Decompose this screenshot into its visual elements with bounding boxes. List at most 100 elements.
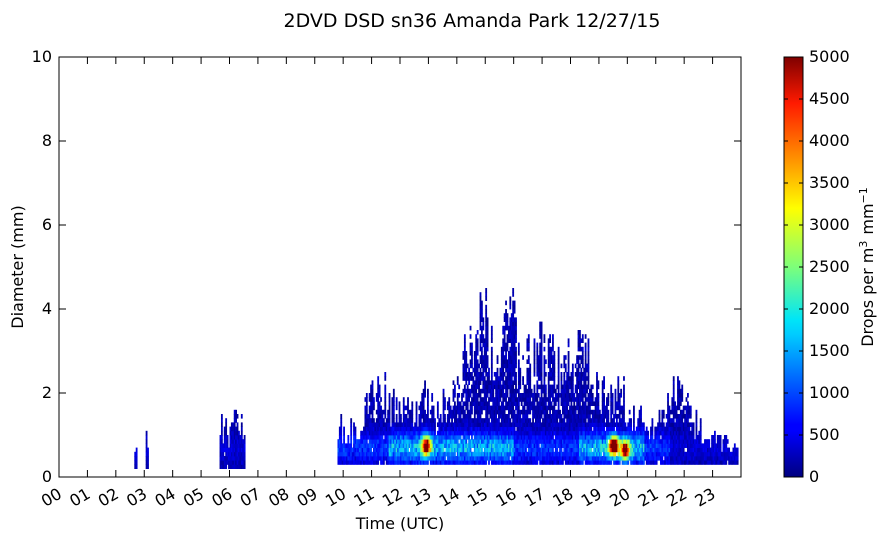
heatmap-cell — [681, 443, 684, 448]
heatmap-cell — [654, 443, 657, 448]
heatmap-cell — [233, 414, 236, 419]
heatmap-cell — [510, 447, 513, 453]
heatmap-cell — [515, 401, 517, 406]
heatmap-cell — [391, 435, 394, 440]
heatmap-cell — [476, 330, 479, 335]
heatmap-cell — [573, 414, 576, 419]
heatmap-cell — [512, 401, 515, 406]
heatmap-cell — [229, 439, 232, 444]
heatmap-cell — [375, 418, 378, 423]
heatmap-cell — [415, 422, 418, 427]
heatmap-cell — [598, 443, 601, 448]
heatmap-cell — [522, 426, 525, 432]
heatmap-cell — [547, 451, 550, 457]
heatmap-cell — [456, 405, 459, 411]
heatmap-cell — [567, 338, 570, 343]
heatmap-cell — [561, 384, 564, 390]
heatmap-cell — [691, 460, 694, 465]
heatmap-cell — [618, 435, 621, 440]
heatmap-cell — [566, 409, 569, 415]
heatmap-cell — [672, 401, 675, 406]
heatmap-cell — [607, 426, 610, 432]
heatmap-cell — [512, 288, 515, 293]
heatmap-cell — [463, 342, 466, 348]
heatmap-cell — [540, 321, 543, 327]
heatmap-cell — [584, 355, 587, 360]
heatmap-cell — [689, 405, 692, 411]
heatmap-cell — [499, 430, 502, 436]
heatmap-cell — [617, 393, 620, 398]
heatmap-cell — [233, 447, 236, 453]
heatmap-cell — [220, 414, 223, 419]
heatmap-cell — [380, 451, 382, 457]
x-tick-label: 16 — [493, 484, 520, 511]
heatmap-cell — [510, 372, 513, 377]
heatmap-cell — [580, 422, 583, 427]
heatmap-cell — [407, 430, 409, 436]
heatmap-cell — [614, 409, 617, 415]
heatmap-cell — [677, 435, 679, 440]
heatmap-cell — [377, 388, 380, 394]
heatmap-cell — [539, 401, 542, 406]
heatmap-cell — [397, 460, 399, 465]
heatmap-cell — [388, 397, 391, 402]
heatmap-cell — [452, 414, 455, 419]
heatmap-cell — [522, 439, 525, 444]
heatmap-cell — [543, 460, 546, 465]
heatmap-cell — [628, 418, 631, 423]
heatmap-cell — [235, 418, 237, 423]
heatmap-cell — [520, 426, 523, 432]
heatmap-cell — [645, 443, 648, 448]
heatmap-cell — [550, 388, 553, 394]
heatmap-cell — [614, 401, 617, 406]
heatmap-cell — [489, 435, 492, 440]
heatmap-cell — [705, 456, 708, 461]
heatmap-cell — [458, 451, 461, 457]
heatmap-cell — [364, 418, 367, 423]
heatmap-cell — [519, 380, 522, 385]
heatmap-cell — [517, 384, 520, 390]
heatmap-cell — [498, 451, 500, 457]
heatmap-cell — [576, 422, 578, 427]
heatmap-cell — [405, 460, 408, 465]
heatmap-cell — [233, 460, 236, 465]
heatmap-cell — [527, 460, 530, 465]
heatmap-cell — [610, 451, 613, 457]
heatmap-cell — [549, 388, 552, 394]
heatmap-cell — [444, 460, 446, 465]
heatmap-cell — [485, 422, 488, 427]
heatmap-cell — [714, 435, 716, 440]
heatmap-cell — [408, 443, 411, 448]
heatmap-cell — [520, 456, 523, 461]
heatmap-cell — [469, 346, 472, 352]
heatmap-cell — [711, 447, 713, 453]
heatmap-cell — [436, 447, 439, 453]
heatmap-cell — [613, 443, 615, 448]
heatmap-cell — [530, 405, 533, 411]
heatmap-cell — [564, 401, 567, 406]
heatmap-cell — [526, 443, 529, 448]
heatmap-cell — [708, 456, 711, 461]
heatmap-cell — [662, 447, 665, 453]
heatmap-cell — [134, 460, 137, 465]
heatmap-cell — [479, 414, 482, 419]
heatmap-cell — [378, 393, 381, 398]
heatmap-cell — [640, 414, 642, 419]
heatmap-cell — [503, 435, 506, 440]
heatmap-cell — [539, 460, 542, 465]
heatmap-cell — [669, 435, 672, 440]
heatmap-cell — [509, 397, 512, 402]
heatmap-cell — [451, 447, 453, 453]
heatmap-cell — [593, 422, 596, 427]
heatmap-cell — [515, 351, 517, 356]
heatmap-cell — [390, 447, 392, 453]
heatmap-cell — [593, 460, 596, 465]
heatmap-cell — [370, 426, 372, 432]
heatmap-cell — [560, 397, 563, 402]
heatmap-cell — [498, 422, 500, 427]
heatmap-cell — [547, 359, 550, 364]
heatmap-cell — [354, 451, 357, 457]
heatmap-cell — [550, 376, 553, 381]
heatmap-cell — [654, 430, 657, 436]
heatmap-cell — [584, 372, 587, 377]
